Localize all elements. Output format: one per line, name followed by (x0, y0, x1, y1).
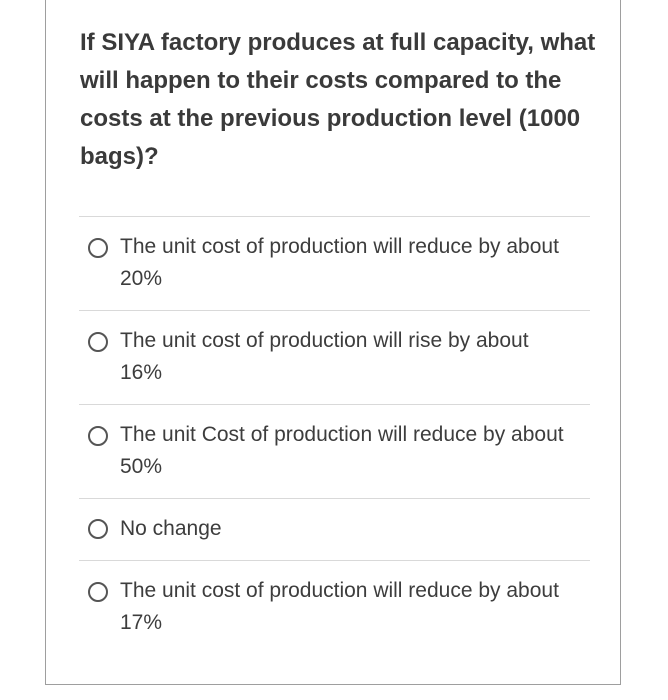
answer-option-3[interactable]: The unit Cost of production will reduce … (79, 404, 590, 498)
answer-option-2[interactable]: The unit cost of production will rise by… (79, 310, 590, 404)
answer-option-4[interactable]: No change (79, 498, 590, 560)
radio-button-icon[interactable] (88, 519, 108, 539)
radio-button-icon[interactable] (88, 426, 108, 446)
answer-option-1[interactable]: The unit cost of production will reduce … (79, 216, 590, 310)
question-text: If SIYA factory produces at full capacit… (80, 29, 596, 170)
answer-option-label: The unit cost of production will reduce … (120, 579, 559, 634)
question-card: If SIYA factory produces at full capacit… (45, 0, 621, 685)
radio-button-icon[interactable] (88, 238, 108, 258)
answer-option-label: The unit Cost of production will reduce … (120, 423, 564, 478)
radio-button-icon[interactable] (88, 582, 108, 602)
radio-button-icon[interactable] (88, 332, 108, 352)
answer-option-label: The unit cost of production will rise by… (120, 329, 529, 384)
answer-option-5[interactable]: The unit cost of production will reduce … (79, 560, 590, 654)
answer-option-label: The unit cost of production will reduce … (120, 235, 559, 290)
answer-options: The unit cost of production will reduce … (79, 216, 590, 654)
answer-option-label: No change (120, 517, 222, 540)
